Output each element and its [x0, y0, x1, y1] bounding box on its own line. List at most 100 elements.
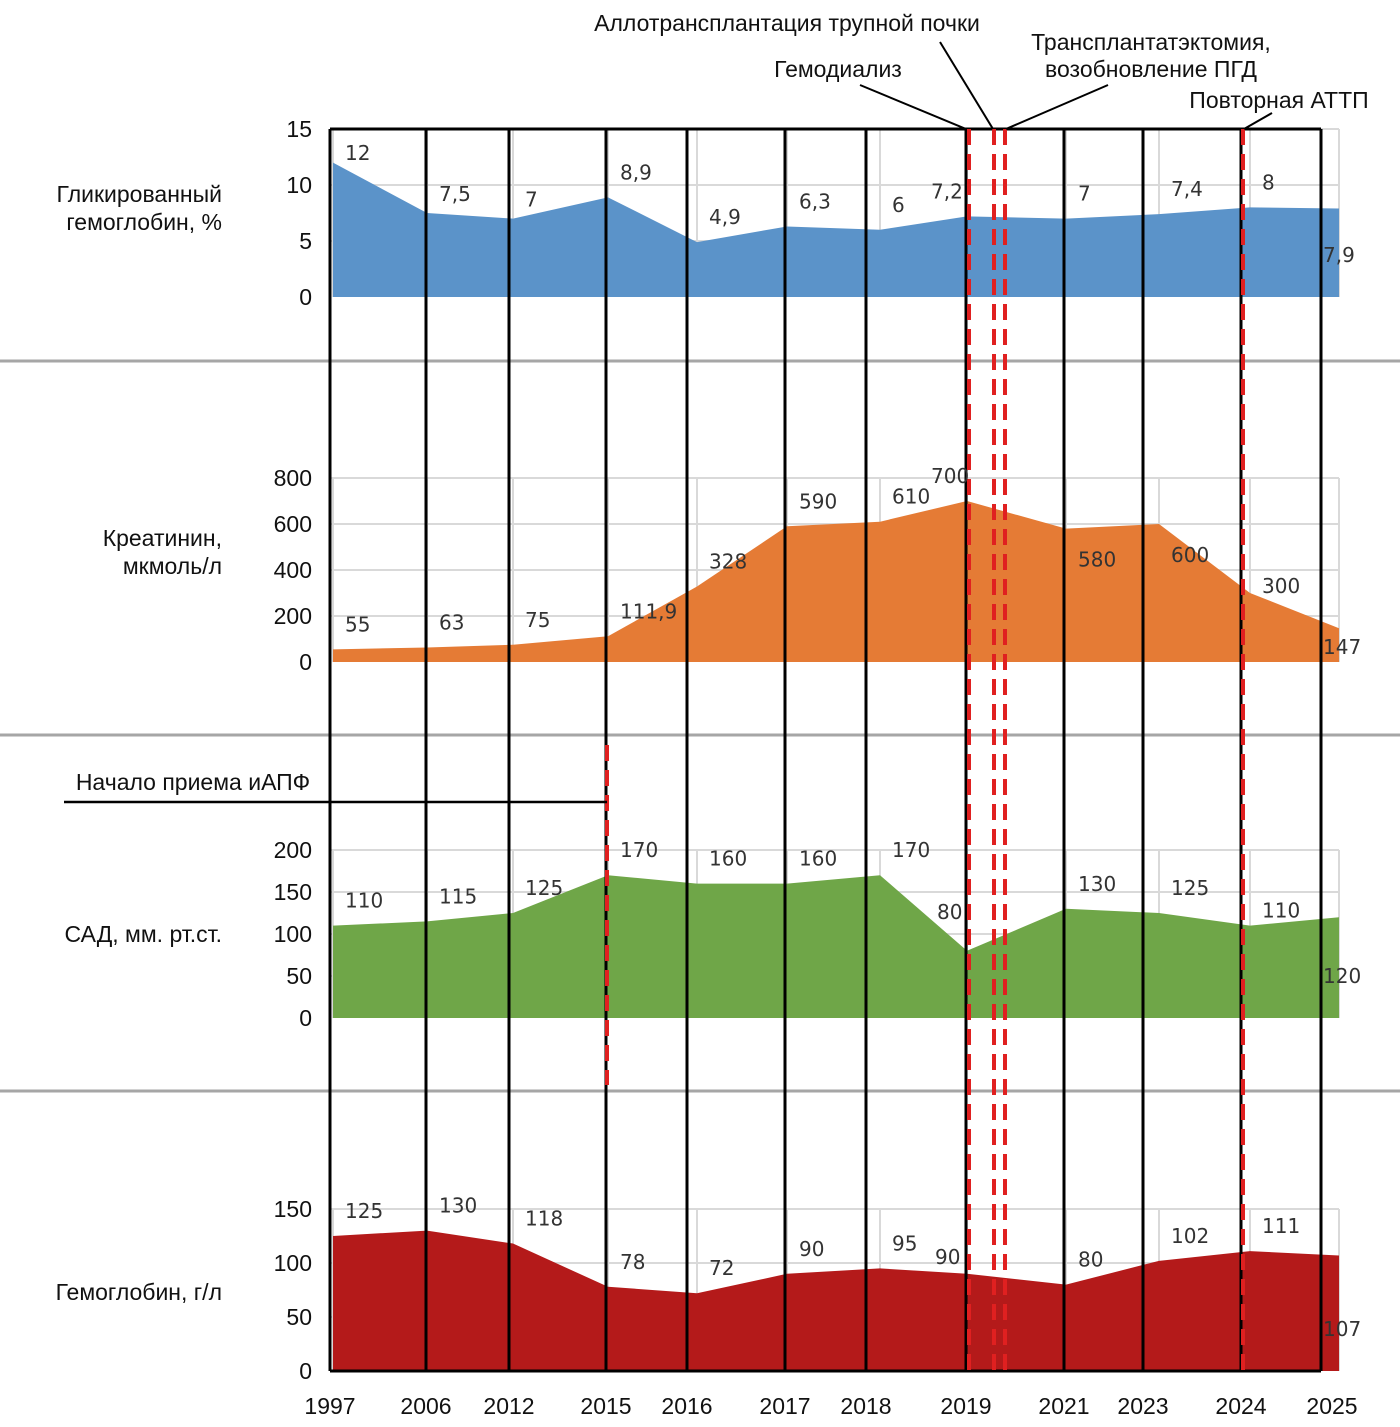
data-label: 111 — [1262, 1214, 1300, 1238]
y-tick-label: 0 — [299, 284, 312, 310]
data-label: 6 — [892, 193, 905, 217]
data-label: 160 — [709, 847, 747, 871]
event-layer — [64, 41, 1273, 1371]
annotation-ace-inhibitor: Начало приема иАПФ — [76, 769, 310, 795]
data-label: 118 — [525, 1207, 563, 1231]
y-tick-label: 50 — [286, 1304, 312, 1330]
y-tick-label: 400 — [274, 557, 312, 583]
data-label: 7,4 — [1171, 177, 1203, 201]
area-creatinine — [333, 501, 1339, 662]
panel-label: Креатинин, — [103, 525, 222, 551]
x-tick-label: 2019 — [940, 1393, 991, 1419]
data-label: 125 — [1171, 876, 1209, 900]
data-label: 147 — [1323, 635, 1361, 659]
data-label: 7 — [1078, 182, 1091, 206]
data-label: 75 — [525, 608, 550, 632]
annotation-transplant: Аллотрансплантация трупной почки — [594, 10, 980, 36]
data-label: 63 — [439, 611, 464, 635]
data-label: 8 — [1262, 170, 1275, 194]
panel-label: САД, мм. рт.ст. — [64, 921, 222, 947]
x-tick-label: 2016 — [661, 1393, 712, 1419]
data-label: 8,9 — [620, 160, 652, 184]
data-label: 55 — [345, 612, 370, 636]
data-label: 4,9 — [709, 205, 741, 229]
data-label: 80 — [937, 900, 962, 924]
data-label: 6,3 — [799, 189, 831, 213]
panel-hemoglobin — [332, 1230, 1340, 1371]
data-label: 7,5 — [439, 182, 471, 206]
data-label: 12 — [345, 141, 370, 165]
data-label: 610 — [892, 485, 930, 509]
x-tick-label: 2023 — [1117, 1393, 1168, 1419]
data-label: 90 — [935, 1245, 960, 1269]
repeat-transplant-leader-line — [1243, 112, 1273, 130]
data-label: 115 — [439, 884, 477, 908]
panel-creatinine — [332, 500, 1340, 662]
data-label: 125 — [525, 876, 563, 900]
data-label: 700 — [931, 464, 969, 488]
y-tick-label: 5 — [299, 228, 312, 254]
data-label: 600 — [1171, 543, 1209, 567]
data-label: 110 — [345, 889, 383, 913]
y-tick-label: 200 — [274, 837, 312, 863]
area-layer — [332, 162, 1340, 1371]
data-label: 120 — [1323, 964, 1361, 988]
x-tick-label: 2006 — [400, 1393, 451, 1419]
data-label: 160 — [799, 847, 837, 871]
y-tick-label: 100 — [274, 1250, 312, 1276]
y-tick-label: 0 — [299, 649, 312, 675]
grid-layer — [0, 128, 1400, 1371]
data-label: 90 — [799, 1237, 824, 1261]
x-tick-label: 2021 — [1038, 1393, 1089, 1419]
annotation-repeat-transplant: Повторная АТТП — [1189, 87, 1368, 113]
y-tick-label: 0 — [299, 1358, 312, 1384]
data-label: 102 — [1171, 1224, 1209, 1248]
data-label: 125 — [345, 1199, 383, 1223]
data-label: 300 — [1262, 574, 1300, 598]
data-label: 170 — [892, 838, 930, 862]
y-tick-label: 150 — [274, 1196, 312, 1222]
annotation-graftectomy-line2: возобновление ПГД — [1045, 56, 1257, 82]
data-label: 78 — [620, 1250, 645, 1274]
graftectomy-leader-line — [1005, 84, 1109, 130]
data-label: 590 — [799, 489, 837, 513]
y-tick-label: 100 — [274, 921, 312, 947]
data-label: 110 — [1262, 899, 1300, 923]
data-label: 328 — [709, 550, 747, 574]
data-label: 80 — [1078, 1248, 1103, 1272]
frame-layer — [328, 127, 1323, 1373]
x-tick-label: 2024 — [1215, 1393, 1266, 1419]
area-sbp — [333, 875, 1339, 1018]
y-tick-label: 15 — [286, 116, 312, 142]
panel-label: гемоглобин, % — [66, 209, 222, 235]
y-tick-label: 10 — [286, 172, 312, 198]
data-label: 72 — [709, 1256, 734, 1280]
y-tick-label: 0 — [299, 1005, 312, 1031]
x-tick-label: 2015 — [580, 1393, 631, 1419]
data-label: 7,9 — [1323, 243, 1355, 267]
y-tick-label: 600 — [274, 511, 312, 537]
data-label: 580 — [1078, 548, 1116, 572]
y-tick-label: 150 — [274, 879, 312, 905]
panel-label: мкмоль/л — [123, 553, 222, 579]
data-label: 7,2 — [931, 179, 963, 203]
x-tick-label: 2017 — [759, 1393, 810, 1419]
data-label: 130 — [439, 1194, 477, 1218]
area-hemoglobin — [333, 1230, 1339, 1371]
annotation-hemodialysis: Гемодиализ — [774, 56, 902, 82]
x-tick-label: 2018 — [840, 1393, 891, 1419]
panel-label: Гемоглобин, г/л — [56, 1279, 222, 1305]
x-tick-label: 1997 — [304, 1393, 355, 1419]
x-tick-label: 2025 — [1306, 1393, 1357, 1419]
y-tick-label: 800 — [274, 465, 312, 491]
transplant-leader-line — [939, 41, 994, 130]
area-hba1c — [333, 162, 1339, 297]
panel-label: Гликированный — [57, 181, 222, 207]
data-label: 107 — [1323, 1317, 1361, 1341]
annotation-graftectomy-line1: Трансплантатэктомия, — [1031, 29, 1271, 55]
data-label: 170 — [620, 838, 658, 862]
y-tick-label: 50 — [286, 963, 312, 989]
x-tick-label: 2012 — [483, 1393, 534, 1419]
